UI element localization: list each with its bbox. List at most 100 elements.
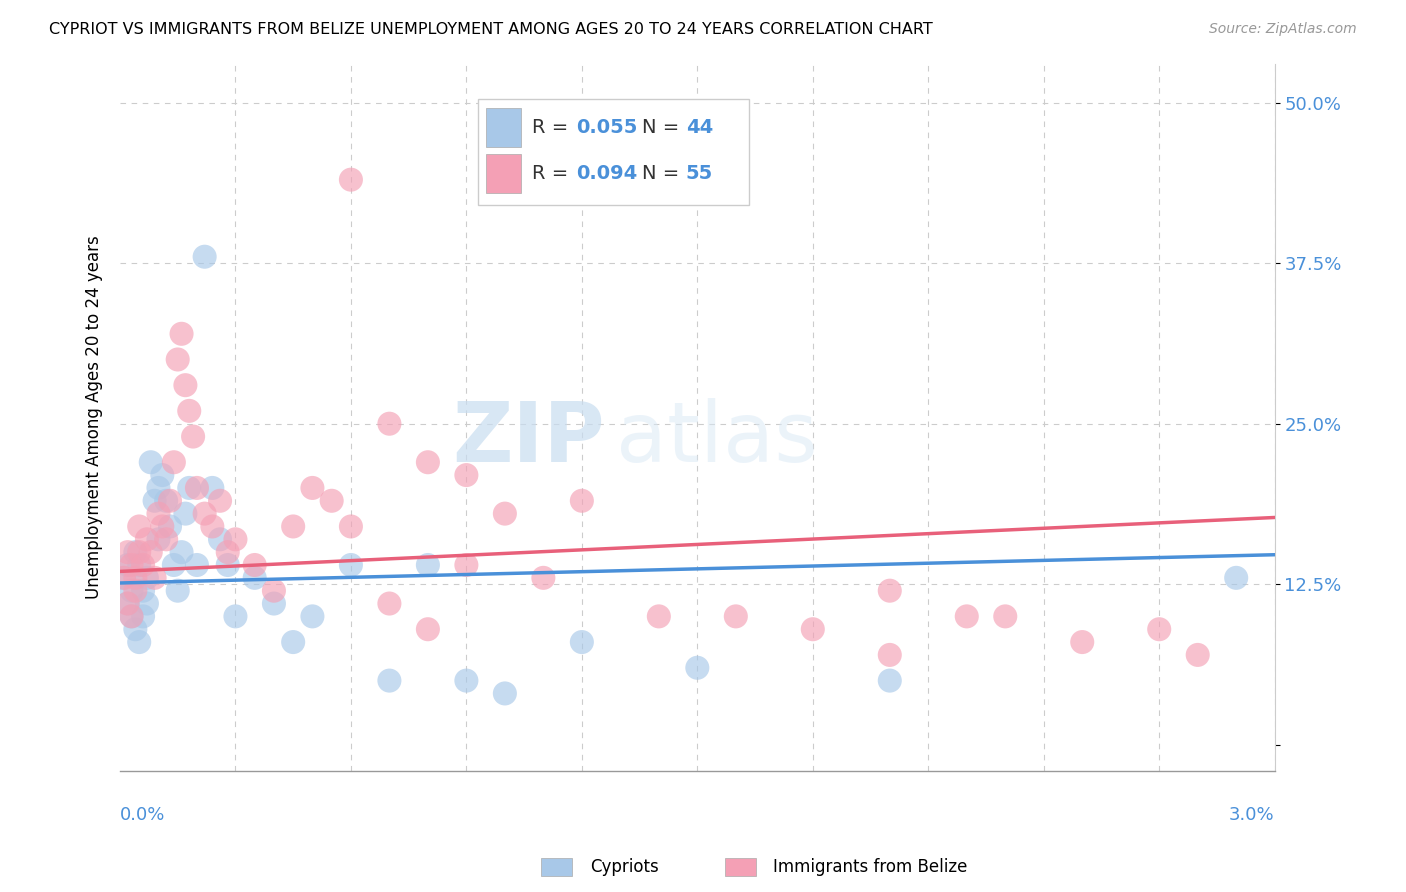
Point — [124, 622, 146, 636]
Point — [1225, 571, 1247, 585]
Point — [378, 597, 401, 611]
Point — [148, 533, 170, 547]
Point — [159, 493, 181, 508]
Bar — [486, 108, 520, 147]
Point — [132, 583, 155, 598]
Point — [170, 545, 193, 559]
Text: Cypriots: Cypriots — [591, 858, 659, 876]
Point — [494, 686, 516, 700]
Point — [112, 571, 135, 585]
Point — [301, 481, 323, 495]
Point — [121, 583, 143, 598]
Point — [139, 455, 162, 469]
Point — [217, 545, 239, 559]
Point — [1147, 622, 1170, 636]
Point — [135, 533, 157, 547]
Point — [456, 558, 478, 572]
Bar — [486, 154, 520, 193]
Point — [159, 519, 181, 533]
Point — [186, 481, 208, 495]
Point — [531, 571, 554, 585]
FancyBboxPatch shape — [478, 99, 749, 205]
Point — [194, 250, 217, 264]
Point — [243, 558, 266, 572]
Point — [166, 583, 188, 598]
Point — [143, 571, 166, 585]
Point — [117, 597, 139, 611]
Point — [209, 533, 232, 547]
Point — [224, 533, 246, 547]
Point — [143, 493, 166, 508]
Point — [648, 609, 671, 624]
Y-axis label: Unemployment Among Ages 20 to 24 years: Unemployment Among Ages 20 to 24 years — [86, 235, 103, 599]
Point — [321, 493, 343, 508]
Point — [128, 635, 150, 649]
Point — [124, 545, 146, 559]
Point — [571, 493, 593, 508]
Text: 0.055: 0.055 — [576, 118, 637, 137]
Point — [879, 673, 901, 688]
Point — [494, 507, 516, 521]
Text: atlas: atlas — [616, 398, 818, 479]
Point — [201, 519, 224, 533]
Point — [117, 597, 139, 611]
Point — [378, 673, 401, 688]
Point — [179, 481, 201, 495]
Text: N =: N = — [643, 164, 685, 183]
Point — [217, 558, 239, 572]
Point — [124, 583, 146, 598]
Point — [956, 609, 979, 624]
Point — [170, 326, 193, 341]
Point — [181, 429, 204, 443]
Point — [121, 558, 143, 572]
Point — [263, 597, 285, 611]
Point — [128, 519, 150, 533]
Point — [112, 571, 135, 585]
Point — [117, 545, 139, 559]
Point — [163, 455, 186, 469]
Text: 55: 55 — [686, 164, 713, 183]
Point — [283, 519, 305, 533]
Point — [879, 583, 901, 598]
Point — [283, 635, 305, 649]
Point — [340, 558, 363, 572]
Point — [128, 558, 150, 572]
Text: 0.0%: 0.0% — [120, 806, 166, 824]
Text: Immigrants from Belize: Immigrants from Belize — [773, 858, 967, 876]
Text: N =: N = — [643, 118, 685, 137]
Point — [1071, 635, 1094, 649]
Point — [121, 609, 143, 624]
Text: 3.0%: 3.0% — [1229, 806, 1275, 824]
Point — [148, 507, 170, 521]
Point — [150, 519, 173, 533]
Point — [263, 583, 285, 598]
Point — [301, 609, 323, 624]
Point — [801, 622, 824, 636]
Point — [155, 493, 177, 508]
Point — [132, 609, 155, 624]
Point — [243, 571, 266, 585]
Point — [179, 404, 201, 418]
Point — [121, 609, 143, 624]
Text: 44: 44 — [686, 118, 713, 137]
Point — [135, 571, 157, 585]
Point — [128, 545, 150, 559]
Point — [416, 622, 439, 636]
Point — [416, 558, 439, 572]
Text: R =: R = — [533, 118, 575, 137]
Point — [416, 455, 439, 469]
Point — [166, 352, 188, 367]
Point — [124, 571, 146, 585]
Point — [163, 558, 186, 572]
Point — [201, 481, 224, 495]
Text: ZIP: ZIP — [453, 398, 605, 479]
Point — [174, 378, 197, 392]
Point — [155, 533, 177, 547]
Point — [209, 493, 232, 508]
Point — [148, 481, 170, 495]
Point — [117, 558, 139, 572]
Point — [340, 172, 363, 186]
Point — [686, 661, 709, 675]
Point — [879, 648, 901, 662]
Point — [456, 673, 478, 688]
